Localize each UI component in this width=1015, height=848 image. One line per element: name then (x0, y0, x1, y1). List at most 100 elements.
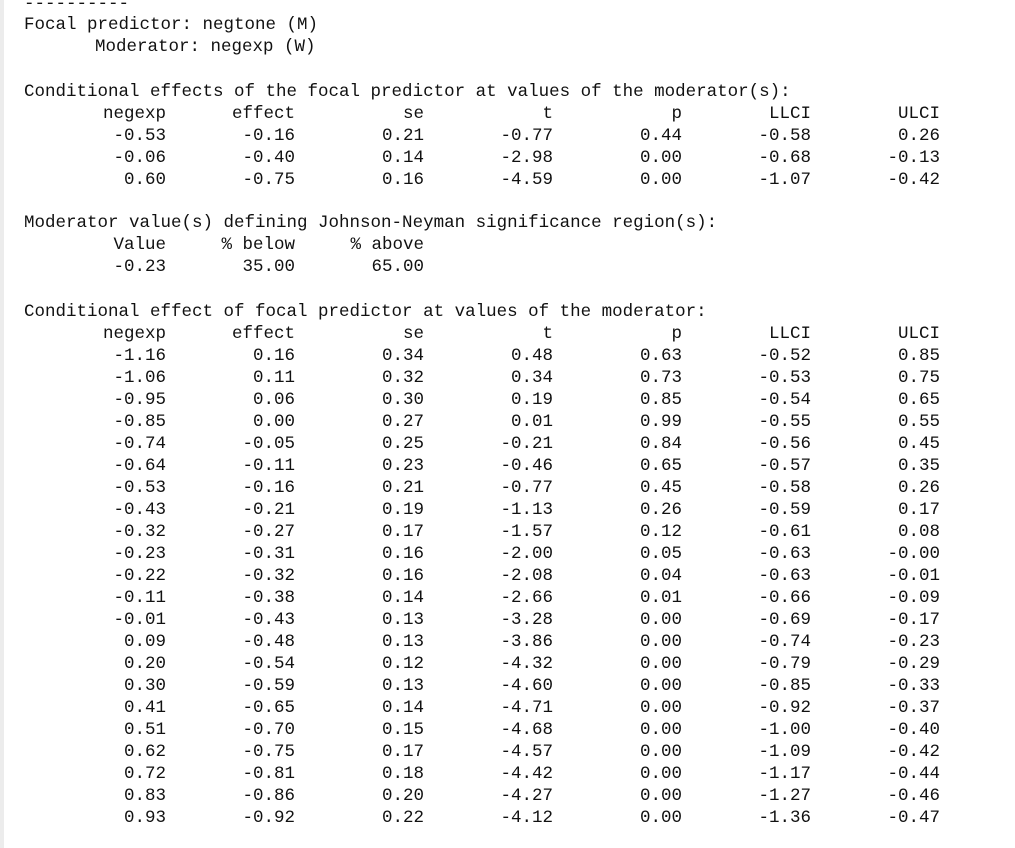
column-header: t (542, 324, 553, 344)
table-cell: 0.17 (381, 522, 424, 542)
table-cell: 0.65 (639, 456, 682, 476)
table-cell: -0.54 (758, 390, 811, 410)
table-cell: 0.06 (252, 390, 295, 410)
table-cell: -0.53 (758, 368, 811, 388)
table-cell: 0.26 (897, 126, 940, 146)
table-cell: -0.61 (758, 522, 811, 542)
table-cell: -4.32 (500, 654, 553, 674)
table-cell: 0.75 (897, 368, 940, 388)
table-cell: 0.08 (897, 522, 940, 542)
table-cell: 0.16 (381, 170, 424, 190)
table-cell: -3.28 (500, 610, 553, 630)
table-cell: -1.09 (758, 742, 811, 762)
table-cell: 0.65 (897, 390, 940, 410)
table-cell: -0.55 (758, 412, 811, 432)
table-cell: 0.00 (639, 148, 682, 168)
column-header: effect (231, 324, 295, 344)
table-cell: -0.86 (242, 786, 295, 806)
table-cell: 0.41 (123, 698, 166, 718)
table-cell: 0.13 (381, 676, 424, 696)
table-cell: -0.74 (758, 632, 811, 652)
table-cell: -0.95 (113, 390, 166, 410)
table-cell: -1.00 (758, 720, 811, 740)
table-cell: -0.92 (758, 698, 811, 718)
table-cell: -0.77 (500, 126, 553, 146)
table-cell: 0.73 (639, 368, 682, 388)
table-cell: -0.75 (242, 742, 295, 762)
table-cell: 0.99 (639, 412, 682, 432)
moderator-line: Moderator: negexp (W) (95, 37, 316, 57)
table-cell: 0.26 (639, 500, 682, 520)
table-cell: -0.47 (887, 808, 940, 828)
table-cell: 0.48 (510, 346, 553, 366)
table-cell: 0.60 (123, 170, 166, 190)
table-cell: -2.00 (500, 544, 553, 564)
table-cell: -0.21 (242, 500, 295, 520)
column-header: p (671, 104, 682, 124)
column-header: effect (231, 104, 295, 124)
table-cell: 0.19 (381, 500, 424, 520)
table-cell: 0.84 (639, 434, 682, 454)
column-header: ULCI (897, 104, 940, 124)
table-cell: 0.00 (639, 632, 682, 652)
table-cell: -0.11 (113, 588, 166, 608)
table-cell: -0.16 (242, 126, 295, 146)
table-cell: -0.53 (113, 126, 166, 146)
table-cell: -0.68 (758, 148, 811, 168)
table-cell: 0.00 (639, 170, 682, 190)
table-cell: -3.86 (500, 632, 553, 652)
table-cell: 0.27 (381, 412, 424, 432)
table-cell: -0.52 (758, 346, 811, 366)
table-cell: 0.13 (381, 610, 424, 630)
table-cell: -0.46 (500, 456, 553, 476)
table-cell: 0.12 (381, 654, 424, 674)
table-cell: -0.05 (242, 434, 295, 454)
table-cell: -0.33 (887, 676, 940, 696)
table-cell: 0.14 (381, 698, 424, 718)
table-cell: -0.23 (113, 257, 166, 277)
table-cell: -4.12 (500, 808, 553, 828)
table-cell: 0.00 (639, 610, 682, 630)
table-cell: 0.23 (381, 456, 424, 476)
table-cell: 0.21 (381, 478, 424, 498)
table-cell: -0.66 (758, 588, 811, 608)
table-cell: -1.36 (758, 808, 811, 828)
table-cell: -2.66 (500, 588, 553, 608)
table-cell: -0.31 (242, 544, 295, 564)
table-cell: -0.48 (242, 632, 295, 652)
table-cell: -0.21 (500, 434, 553, 454)
table-cell: -1.57 (500, 522, 553, 542)
table-cell: -4.57 (500, 742, 553, 762)
table-cell: 0.00 (639, 698, 682, 718)
table-cell: 0.55 (897, 412, 940, 432)
table-cell: -0.17 (887, 610, 940, 630)
table-cell: -0.44 (887, 764, 940, 784)
table-cell: -0.22 (113, 566, 166, 586)
table-cell: -0.00 (887, 544, 940, 564)
table-cell: 0.11 (252, 368, 295, 388)
table-cell: -4.68 (500, 720, 553, 740)
table-cell: 0.22 (381, 808, 424, 828)
table-cell: 0.15 (381, 720, 424, 740)
table-cell: -0.46 (887, 786, 940, 806)
table-cell: -0.59 (242, 676, 295, 696)
table-cell: -2.98 (500, 148, 553, 168)
table-cell: -0.40 (887, 720, 940, 740)
table-cell: 0.17 (381, 742, 424, 762)
table-cell: 0.45 (897, 434, 940, 454)
table-cell: -0.37 (887, 698, 940, 718)
table-cell: -0.64 (113, 456, 166, 476)
column-header: se (402, 104, 424, 124)
table-cell: -0.70 (242, 720, 295, 740)
table-cell: -0.77 (500, 478, 553, 498)
table-cell: 0.51 (123, 720, 166, 740)
table-cell: 0.21 (381, 126, 424, 146)
table-cell: 0.63 (639, 346, 682, 366)
table-cell: 0.20 (381, 786, 424, 806)
table-cell: -0.59 (758, 500, 811, 520)
column-header: % above (350, 235, 424, 255)
table-cell: -1.17 (758, 764, 811, 784)
table-cell: -0.85 (758, 676, 811, 696)
column-header: t (542, 104, 553, 124)
table-cell: -4.42 (500, 764, 553, 784)
